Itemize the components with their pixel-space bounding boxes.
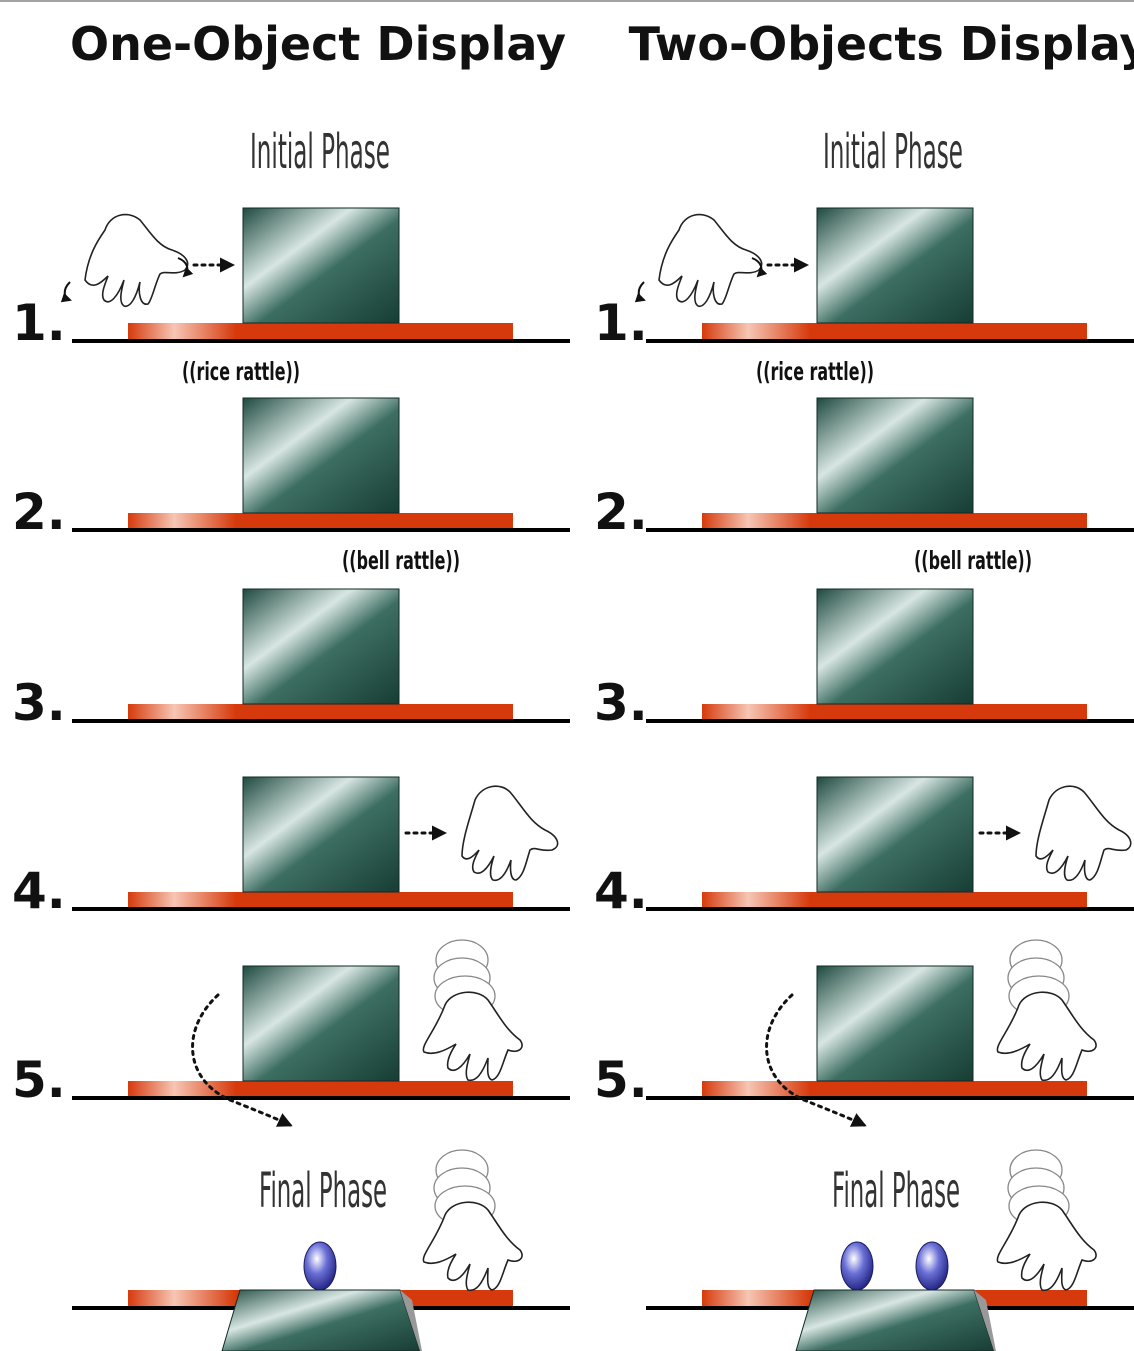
curved-dotted-arrow	[191, 993, 293, 1127]
hand-icon	[634, 213, 768, 307]
step-number: 1.	[594, 294, 648, 352]
lowering-hand-icon	[422, 1149, 523, 1292]
final-phase-label: Final Phase	[259, 1163, 387, 1219]
sound-label-rice: ((rice rattle))	[756, 357, 874, 386]
hand-icon	[60, 213, 194, 307]
stage-platform	[702, 892, 1087, 908]
revealed-object	[915, 1241, 949, 1291]
step-number: 2.	[594, 483, 648, 541]
lowered-screen	[221, 1289, 421, 1351]
step-number: 3.	[12, 674, 66, 732]
occluding-screen	[816, 965, 974, 1082]
occluding-screen	[242, 397, 400, 514]
final-phase-label: Final Phase	[832, 1163, 960, 1219]
step-number: 4.	[594, 862, 648, 920]
initial-phase-label: Initial Phase	[250, 124, 390, 180]
column-title: Two-Objects Display	[629, 17, 1134, 71]
step-row: 2. ((bell rattle))	[12, 397, 570, 575]
final-phase: Final Phase	[646, 1149, 1134, 1351]
stage-platform	[128, 704, 513, 720]
screen-shadow	[400, 1290, 422, 1351]
stage-platform	[702, 704, 1087, 720]
step-number: 1.	[12, 294, 66, 352]
occluding-screen	[242, 588, 400, 705]
step-number: 5.	[594, 1051, 648, 1109]
final-phase: Final Phase	[72, 1149, 570, 1351]
step-row: 2. ((bell rattle))	[594, 397, 1134, 575]
curved-dotted-arrow	[765, 993, 867, 1127]
occluding-screen	[242, 776, 400, 893]
initial-phase-label: Initial Phase	[823, 124, 963, 180]
lowering-hand-icon	[422, 939, 523, 1082]
stage-platform	[702, 513, 1087, 529]
lowering-hand-icon	[996, 939, 1097, 1082]
step-row: 4.	[12, 776, 570, 920]
step-number: 3.	[594, 674, 648, 732]
step-number: 2.	[12, 483, 66, 541]
occluding-screen	[242, 207, 400, 324]
column-title: One-Object Display	[70, 17, 566, 71]
sound-label-bell: ((bell rattle))	[342, 546, 460, 575]
stage-platform	[128, 323, 513, 339]
hand-icon	[461, 785, 559, 882]
step-row: 1. ((rice rattle))	[12, 207, 570, 386]
screen-shadow	[974, 1290, 996, 1351]
stage-platform	[128, 1081, 513, 1097]
occluding-screen	[816, 207, 974, 324]
revealed-object	[303, 1241, 337, 1291]
revealed-object	[840, 1241, 874, 1291]
lowering-hand-icon	[996, 1149, 1097, 1292]
step-number: 5.	[12, 1051, 66, 1109]
occluding-screen	[242, 965, 400, 1082]
occluding-screen	[816, 397, 974, 514]
hand-icon	[1035, 785, 1132, 882]
stage-platform	[702, 1081, 1087, 1097]
column-one-object: One-Object Display Initial Phase 1. ((ri…	[12, 17, 570, 1351]
column-two-objects: Two-Objects Display Initial Phase 1. ((r…	[594, 17, 1134, 1351]
stage-platform	[128, 892, 513, 908]
step-number: 4.	[12, 862, 66, 920]
step-row: 1. ((rice rattle))	[594, 207, 1134, 386]
stage-platform	[702, 323, 1087, 339]
step-row: 5.	[12, 939, 570, 1127]
lowered-screen	[795, 1289, 995, 1351]
step-row: 3.	[12, 588, 570, 732]
occluding-screen	[816, 776, 974, 893]
stage-platform	[128, 513, 513, 529]
step-row: 3.	[594, 588, 1134, 732]
step-row: 5.	[594, 939, 1134, 1127]
step-row: 4.	[594, 776, 1134, 920]
sound-label-rice: ((rice rattle))	[182, 357, 300, 386]
occluding-screen	[816, 588, 974, 705]
sound-label-bell: ((bell rattle))	[914, 546, 1032, 575]
